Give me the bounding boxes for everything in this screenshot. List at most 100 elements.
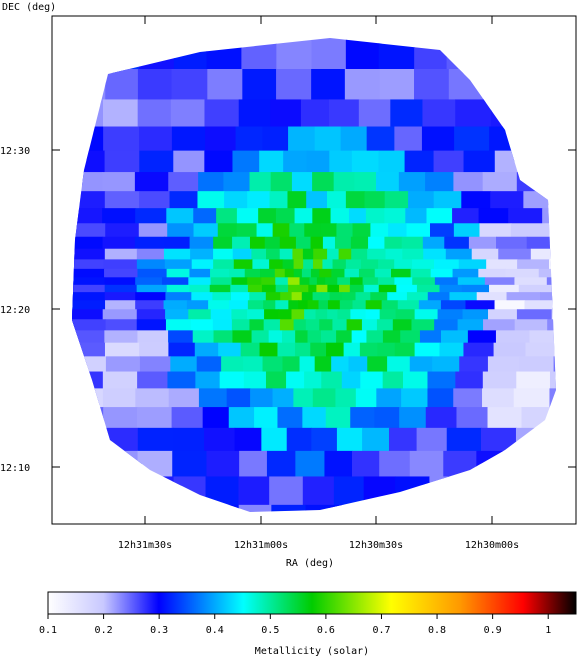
map-cell — [331, 356, 350, 375]
map-cell — [271, 504, 307, 512]
map-cell — [238, 504, 272, 512]
colorbar-tick-label: 0.6 — [317, 625, 335, 636]
map-cell — [321, 292, 331, 302]
map-cell — [272, 388, 294, 410]
map-cell — [324, 450, 353, 480]
map-cell — [365, 208, 385, 228]
map-cell — [304, 371, 322, 390]
map-cell — [314, 126, 342, 154]
map-cell — [351, 330, 368, 346]
map-cell — [321, 371, 343, 393]
map-cell — [338, 248, 352, 262]
map-cell — [262, 126, 289, 153]
map-cell — [298, 300, 309, 311]
map-cell — [312, 208, 332, 227]
map-cell — [275, 208, 296, 228]
map-cell — [264, 236, 281, 253]
map-cell — [207, 69, 243, 105]
map-cell — [305, 319, 320, 334]
map-cell — [335, 388, 357, 410]
map-cell — [293, 319, 307, 333]
x-axis-label: RA (deg) — [286, 558, 334, 569]
map-cell — [293, 388, 314, 409]
map-cell — [291, 292, 303, 303]
map-cell — [336, 427, 363, 454]
x-tick-label-1: 12h31m30s — [118, 540, 172, 551]
colorbar-tick-label: 0.8 — [428, 625, 446, 636]
map-cell — [344, 69, 381, 105]
map-cell — [293, 259, 304, 270]
map-cell — [359, 342, 378, 361]
x-tick-label-3: 12h30m30s — [349, 540, 403, 551]
map-cell — [333, 172, 355, 194]
map-cell — [312, 172, 335, 195]
map-cell — [312, 259, 324, 270]
map-cell — [327, 309, 338, 321]
map-cell — [354, 172, 377, 195]
map-cell — [330, 208, 350, 228]
colorbar-tick-label: 0.9 — [484, 625, 502, 636]
map-cell — [299, 356, 316, 373]
map-cell — [311, 38, 347, 73]
map-cell — [319, 319, 334, 333]
y-axis-label: DEC (deg) — [2, 2, 56, 13]
map-cell — [320, 330, 337, 347]
map-cell — [348, 208, 367, 226]
map-cell — [291, 172, 313, 193]
map-cell — [249, 236, 266, 253]
map-cell — [269, 191, 289, 210]
map-cell — [137, 69, 173, 104]
colorbar-label: Metallicity (solar) — [255, 646, 369, 657]
map-cell — [249, 172, 272, 194]
map-cell — [314, 356, 332, 374]
map-cell — [279, 319, 295, 334]
map-cell — [288, 126, 316, 154]
y-tick-label-2: 12:20 — [0, 305, 30, 316]
map-cell — [309, 277, 318, 286]
map-cell — [321, 223, 338, 240]
map-cell — [274, 268, 286, 280]
map-cell — [171, 69, 208, 106]
colorbar-tick-label: 0.2 — [95, 625, 113, 636]
map-cell — [238, 476, 270, 508]
map-cell — [256, 223, 274, 240]
map-cell — [350, 407, 376, 432]
map-cell — [322, 259, 334, 271]
map-cell — [326, 191, 347, 211]
map-cell — [276, 69, 312, 105]
map-cell — [306, 150, 330, 174]
colorbar-tick-label: 0.1 — [39, 625, 57, 636]
colorbar-tick-label: 0.4 — [206, 625, 224, 636]
map-cell — [261, 427, 288, 454]
map-cell — [316, 284, 328, 297]
map-cell — [288, 300, 299, 311]
map-cell — [336, 223, 354, 240]
colorbar: 0.1 0.2 0.3 0.4 0.5 0.6 0.7 0.8 0.9 1 Metallicity… — [39, 591, 577, 657]
map-cell — [339, 284, 351, 297]
map-cell — [307, 300, 320, 312]
map-cell — [326, 342, 345, 361]
map-cell — [286, 427, 312, 454]
map-cell — [302, 476, 335, 509]
map-cell — [343, 342, 361, 360]
map-cell — [327, 248, 340, 261]
colorbar-tick-label: 0.7 — [372, 625, 390, 636]
y-tick-label-3: 12:10 — [0, 463, 30, 474]
map-cell — [295, 236, 312, 252]
map-cell — [272, 223, 290, 241]
map-cell — [306, 191, 328, 213]
map-cell — [287, 191, 307, 211]
map-cell — [266, 450, 296, 480]
map-cell — [299, 277, 311, 288]
map-cell — [277, 342, 296, 361]
y-tick-label-1: 12:30 — [0, 146, 30, 157]
map-cell — [289, 223, 305, 239]
map-cell — [284, 268, 295, 279]
map-cell — [312, 292, 322, 302]
map-cell — [259, 150, 284, 176]
map-cell — [329, 150, 353, 174]
map-cell — [297, 284, 309, 297]
map-cell — [364, 191, 386, 212]
map-cell — [332, 319, 348, 335]
map-cell — [300, 99, 330, 129]
